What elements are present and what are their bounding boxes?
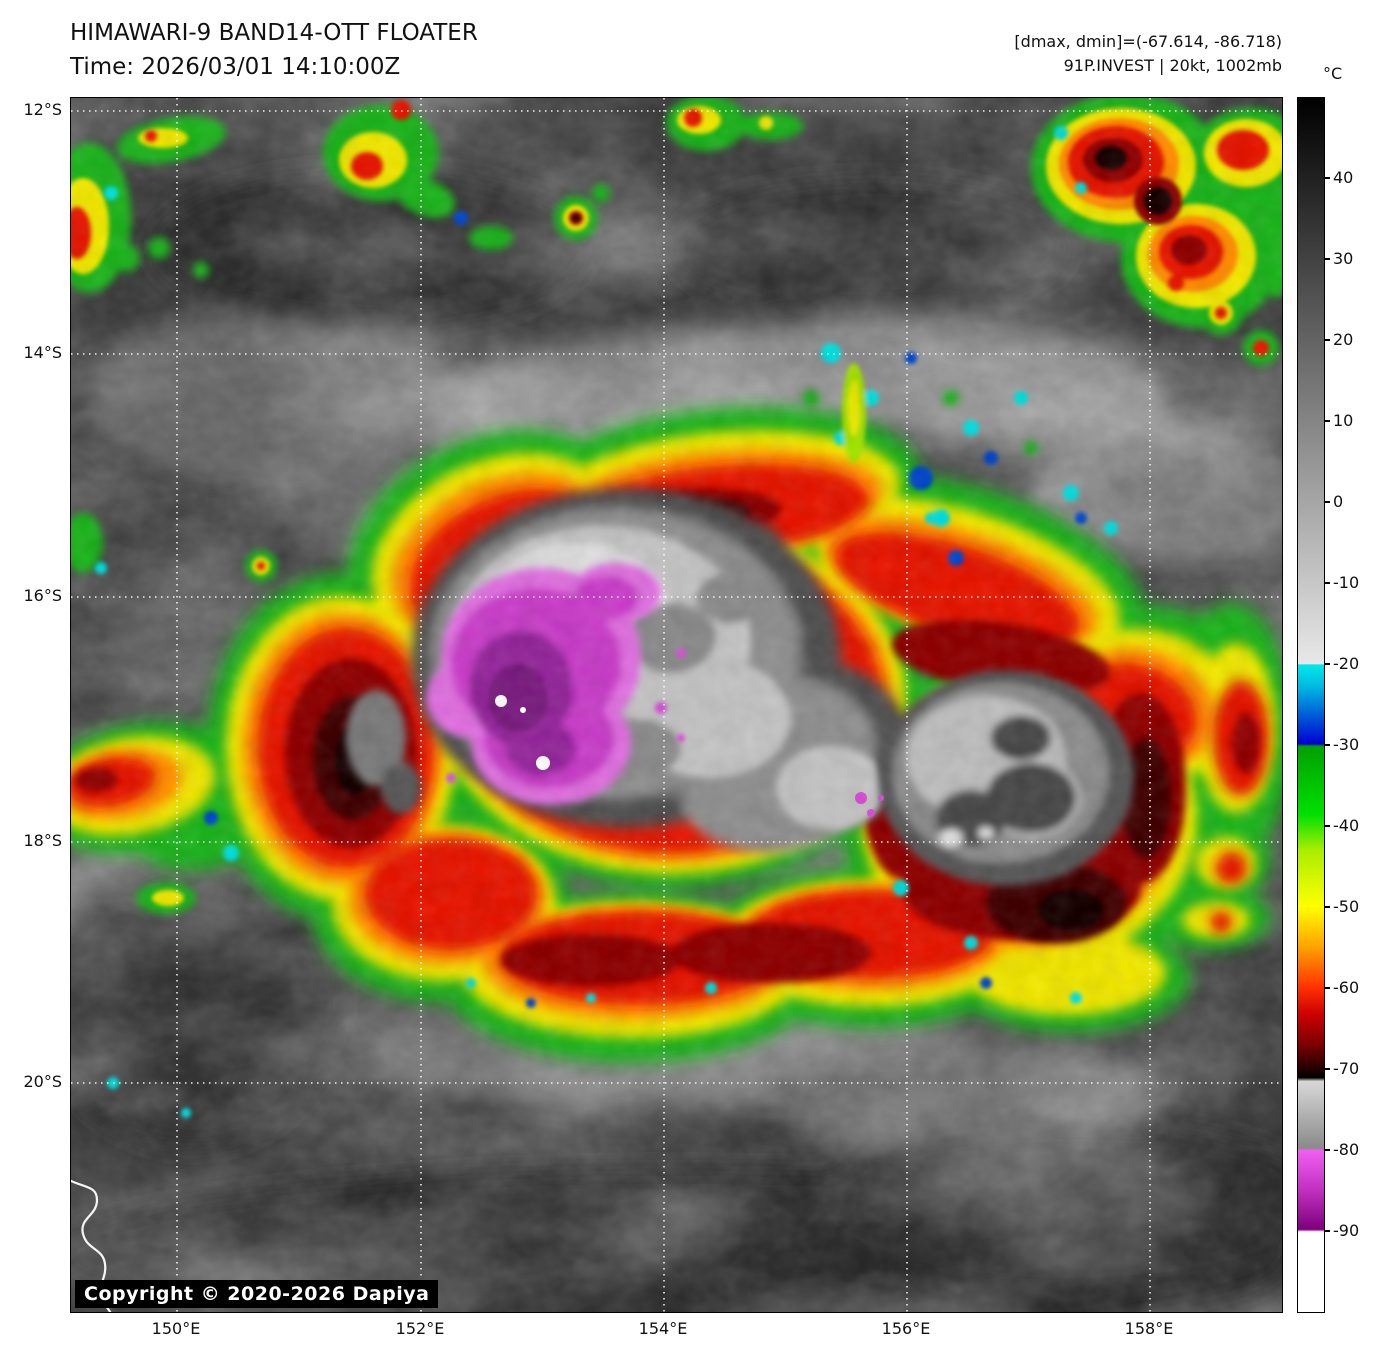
lon-tick-label-154e: 154°E (638, 1319, 688, 1338)
colorbar-label-m30: -30 (1333, 735, 1360, 754)
timestamp: Time: 2026/03/01 14:10:00Z (70, 54, 401, 80)
storm-info: 91P.INVEST | 20kt, 1002mb (1063, 56, 1282, 75)
colorbar-tick (1325, 1068, 1330, 1070)
colorbar-tick (1325, 825, 1330, 827)
colorbar-label-0: 0 (1333, 492, 1344, 511)
colorbar-tick (1325, 1149, 1330, 1151)
colorbar-gradient (1297, 97, 1325, 1313)
lon-tick-label-152e: 152°E (395, 1319, 445, 1338)
colorbar-tick (1325, 582, 1330, 584)
lat-tick-label-20s: 20°S (23, 1072, 62, 1091)
lon-tick-label-158e: 158°E (1124, 1319, 1174, 1338)
colorbar-label-m90: -90 (1333, 1221, 1360, 1240)
colorbar-tick (1325, 663, 1330, 665)
gridlines (71, 98, 1282, 1312)
colorbar-tick (1325, 177, 1330, 179)
colorbar-tick (1325, 987, 1330, 989)
colorbar-tick (1325, 744, 1330, 746)
colorbar-label-m60: -60 (1333, 978, 1360, 997)
dmax-dmin-readout: [dmax, dmin]=(-67.614, -86.718) (1014, 32, 1282, 51)
colorbar-label-m10: -10 (1333, 573, 1360, 592)
colorbar-tick (1325, 1230, 1330, 1232)
satellite-image (71, 98, 1282, 1312)
colorbar-tick (1325, 906, 1330, 908)
colorbar-label-10: 10 (1333, 411, 1354, 430)
lon-tick-label-150e: 150°E (151, 1319, 201, 1338)
lat-tick-label-18s: 18°S (23, 831, 62, 850)
colorbar-unit-label: °C (1323, 64, 1343, 83)
colorbar-label-30: 30 (1333, 249, 1354, 268)
lat-tick-label-12s: 12°S (23, 100, 62, 119)
image-grain (71, 98, 1282, 1312)
colorbar-label-20: 20 (1333, 330, 1354, 349)
colorbar-label-m80: -80 (1333, 1140, 1360, 1159)
colorbar-label-m70: -70 (1333, 1059, 1360, 1078)
page-title: HIMAWARI-9 BAND14-OTT FLOATER (70, 20, 478, 46)
colorbar-tick (1325, 258, 1330, 260)
lat-tick-label-16s: 16°S (23, 586, 62, 605)
colorbar-tick (1325, 339, 1330, 341)
colorbar-tick (1325, 501, 1330, 503)
satellite-map: Copyright © 2020-2026 Dapiya (70, 97, 1283, 1313)
colorbar-label-m20: -20 (1333, 654, 1360, 673)
lon-tick-label-156e: 156°E (881, 1319, 931, 1338)
colorbar-label-m50: -50 (1333, 897, 1360, 916)
colorbar-tick (1325, 420, 1330, 422)
lat-tick-label-14s: 14°S (23, 343, 62, 362)
colorbar-label-40: 40 (1333, 168, 1354, 187)
colorbar-label-m40: -40 (1333, 816, 1360, 835)
copyright-badge: Copyright © 2020-2026 Dapiya (75, 1280, 439, 1308)
